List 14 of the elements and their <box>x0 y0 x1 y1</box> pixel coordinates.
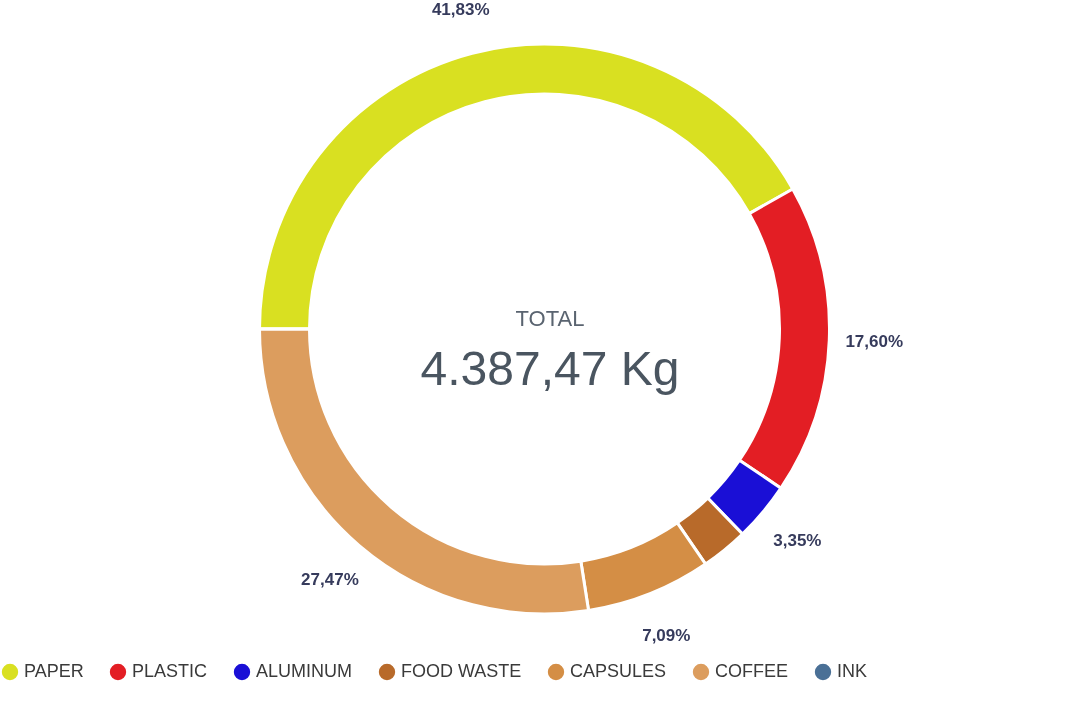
data-label: 41,83% <box>431 0 490 19</box>
legend-label: INK <box>837 661 868 682</box>
legend-label: COFFEE <box>715 661 789 682</box>
legend-label: FOOD WASTE <box>401 661 522 682</box>
data-label: 27,47% <box>301 569 359 589</box>
data-label: 7,09% <box>642 625 691 645</box>
text: TOTAL <box>515 306 585 331</box>
text: 4.387,47 Kg <box>420 342 680 395</box>
legend-label: PLASTIC <box>132 661 208 682</box>
legend-label: ALUMINUM <box>256 661 353 682</box>
data-label: 3,35% <box>773 531 822 551</box>
legend-label: PAPER <box>24 661 84 682</box>
legend-label: CAPSULES <box>570 661 667 682</box>
data-label: 17,60% <box>845 332 904 352</box>
